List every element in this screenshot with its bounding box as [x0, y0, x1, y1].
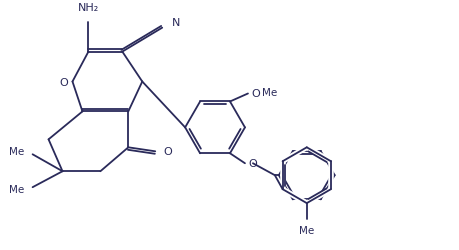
- Text: O: O: [251, 89, 259, 99]
- Text: Me: Me: [9, 147, 25, 157]
- Text: O: O: [247, 158, 256, 168]
- Text: O: O: [163, 147, 172, 157]
- Text: Me: Me: [298, 225, 313, 235]
- Text: Me: Me: [9, 184, 25, 194]
- Text: Me: Me: [261, 87, 277, 97]
- Text: N: N: [172, 18, 180, 28]
- Text: NH₂: NH₂: [78, 3, 99, 13]
- Text: O: O: [59, 77, 68, 87]
